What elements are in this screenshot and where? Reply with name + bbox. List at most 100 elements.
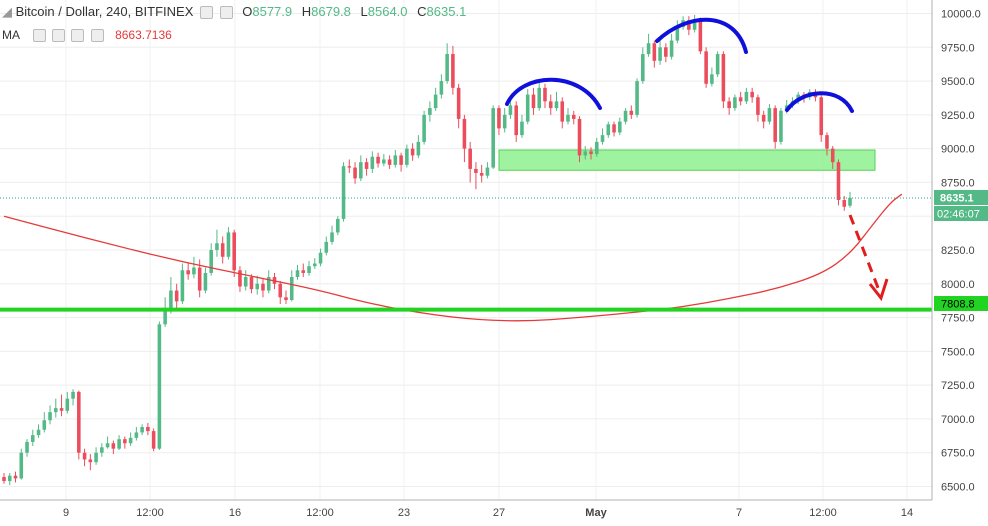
- candle: [312, 258, 317, 269]
- candle-body: [197, 267, 202, 291]
- y-tick-label: 9750.0: [941, 42, 975, 54]
- high-value: 8679.8: [311, 4, 351, 19]
- ma-settings-icon[interactable]: [52, 29, 66, 43]
- y-tick-label: 8250.0: [941, 245, 975, 257]
- collapse-icon[interactable]: ◢: [2, 4, 12, 19]
- candle-body: [330, 232, 334, 242]
- support-tag: 7808.8: [934, 296, 988, 311]
- candle: [387, 155, 392, 169]
- candle: [399, 152, 403, 172]
- candle: [163, 297, 167, 328]
- candle-body: [312, 263, 317, 267]
- candle-body: [123, 439, 127, 444]
- candle-body: [220, 243, 225, 257]
- candle: [606, 121, 611, 138]
- candle-body: [174, 290, 179, 302]
- arrow-head: [868, 278, 889, 302]
- candle: [715, 51, 720, 78]
- x-tick-label: 27: [493, 507, 505, 519]
- candle: [128, 432, 133, 446]
- candle-body: [612, 124, 616, 133]
- price-tag: 8635.1 02:46:07: [934, 190, 988, 221]
- candle-body: [387, 159, 392, 165]
- candle-body: [59, 408, 64, 411]
- close-value: 8635.1: [426, 4, 467, 19]
- candle: [295, 264, 300, 280]
- candle-body: [842, 200, 847, 207]
- candle-body: [226, 232, 231, 257]
- candle: [416, 135, 421, 159]
- candle: [692, 14, 697, 33]
- low-label: L: [360, 4, 368, 19]
- x-tick-label: 16: [229, 507, 241, 519]
- candle-body: [7, 475, 12, 482]
- head-arc: [655, 17, 748, 54]
- candle-body: [451, 54, 455, 88]
- candle-body: [474, 168, 478, 173]
- candle: [7, 472, 12, 486]
- candle: [364, 158, 369, 176]
- candle: [658, 40, 662, 65]
- candle: [733, 94, 737, 111]
- candle: [88, 454, 93, 471]
- candle-body: [19, 452, 24, 479]
- candle-body: [134, 432, 139, 438]
- candle: [65, 391, 70, 414]
- candle: [537, 81, 542, 111]
- candle-body: [163, 310, 167, 325]
- x-tick-label: 14: [901, 507, 913, 519]
- x-tick-label: 12:00: [136, 507, 164, 519]
- candle: [767, 104, 772, 125]
- candle-body: [117, 439, 121, 449]
- x-axis-panel: [0, 500, 988, 521]
- candle-body: [543, 87, 547, 102]
- candle: [220, 236, 225, 264]
- ma-remove-icon[interactable]: [90, 29, 104, 43]
- candle: [433, 87, 438, 111]
- x-tick-label: 12:00: [809, 507, 837, 519]
- candle-body: [399, 155, 403, 165]
- candle-body: [646, 43, 651, 55]
- candle: [744, 87, 749, 105]
- candle: [623, 108, 628, 125]
- candle: [42, 412, 47, 433]
- candle-body: [577, 118, 582, 156]
- candle: [341, 162, 346, 222]
- candle-body: [744, 91, 749, 102]
- candle-body: [353, 167, 357, 179]
- candle: [451, 45, 455, 95]
- ma-add-icon[interactable]: [71, 29, 85, 43]
- settings-icon[interactable]: [199, 6, 213, 20]
- candle: [25, 439, 29, 457]
- candle-body: [186, 270, 190, 275]
- x-tick-label: 7: [736, 507, 742, 519]
- candle-body: [284, 297, 288, 300]
- candle-body: [180, 270, 185, 302]
- format-icon[interactable]: [219, 6, 233, 20]
- candle: [215, 229, 219, 257]
- candle-body: [82, 452, 87, 460]
- y-tick-label: 9000.0: [941, 144, 975, 156]
- candle: [618, 117, 622, 136]
- candle: [266, 270, 271, 294]
- ma-visibility-icon[interactable]: [32, 29, 46, 43]
- candle: [600, 128, 605, 145]
- candle-body: [215, 243, 219, 250]
- candle-body: [641, 54, 645, 82]
- candle: [151, 428, 156, 452]
- candle: [462, 114, 467, 163]
- countdown-label: 02:46:07: [937, 209, 980, 221]
- candle: [612, 121, 616, 137]
- candle: [336, 216, 340, 236]
- candle-body: [583, 151, 588, 156]
- candle: [54, 398, 58, 418]
- candle-body: [54, 408, 58, 413]
- candle-body: [669, 40, 674, 57]
- candle-body: [249, 277, 254, 290]
- y-tick-label: 9250.0: [941, 110, 975, 122]
- candle: [410, 143, 415, 161]
- candle-body: [761, 114, 766, 122]
- candle-body: [531, 94, 536, 109]
